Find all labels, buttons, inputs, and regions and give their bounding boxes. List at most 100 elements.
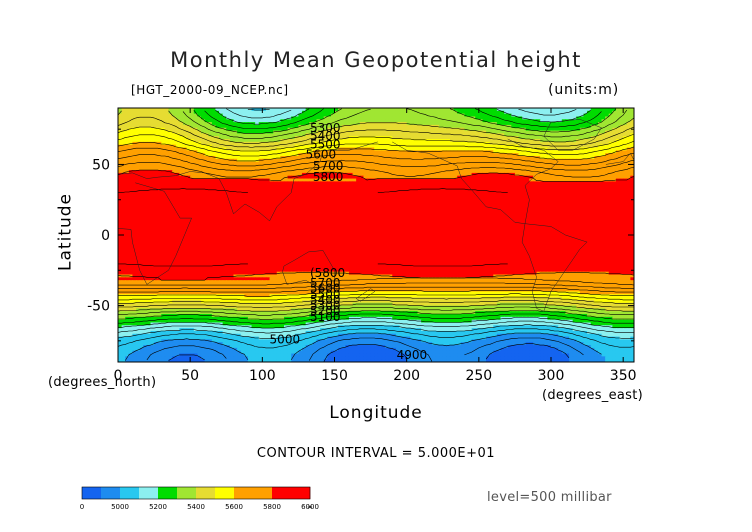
field-cell (164, 133, 170, 137)
field-cell (128, 201, 134, 205)
field-cell (338, 144, 343, 149)
field-cell (251, 170, 256, 174)
field-cell (493, 187, 498, 191)
field-cell (118, 119, 123, 123)
field-cell (558, 116, 563, 120)
field-cell (291, 195, 296, 199)
field-cell (154, 170, 159, 174)
field-cell (561, 195, 567, 199)
field-cell (298, 189, 303, 194)
field-cell (312, 158, 318, 163)
field-cell (323, 150, 328, 154)
field-cell (554, 195, 559, 199)
field-cell (200, 133, 206, 137)
field-cell (410, 170, 415, 174)
field-cell (244, 150, 249, 154)
field-cell (439, 201, 444, 205)
field-cell (457, 133, 462, 137)
field-cell (143, 113, 148, 118)
field-cell (612, 198, 617, 202)
field-cell (543, 144, 548, 149)
field-cell (532, 136, 538, 140)
field-cell (175, 110, 180, 115)
field-cell (269, 122, 274, 126)
field-cell (478, 124, 484, 129)
field-cell (630, 201, 634, 205)
field-cell (410, 201, 415, 205)
field-cell (374, 144, 379, 149)
field-cell (359, 119, 364, 123)
field-cell (554, 189, 559, 194)
field-cell (146, 110, 152, 115)
field-cell (619, 139, 624, 143)
field-cell (283, 189, 289, 194)
field-cell (222, 198, 227, 202)
field-cell (121, 203, 126, 208)
field-cell (504, 136, 509, 140)
field-cell (240, 150, 245, 154)
field-cell (291, 141, 296, 146)
field-cell (179, 184, 184, 188)
field-cell (417, 201, 422, 205)
field-cell (258, 201, 263, 205)
field-cell (222, 141, 227, 146)
field-cell (305, 119, 310, 123)
field-cell (424, 170, 429, 174)
field-cell (514, 124, 520, 129)
field-cell (601, 139, 606, 143)
field-cell (381, 133, 386, 137)
field-cell (511, 175, 516, 180)
field-cell (276, 122, 281, 126)
field-cell (168, 144, 173, 149)
field-cell (309, 110, 314, 115)
field-cell (583, 133, 588, 137)
field-cell (251, 192, 256, 197)
field-cell (157, 178, 162, 182)
field-cell (269, 133, 274, 137)
field-cell (587, 144, 592, 149)
field-cell (399, 127, 404, 132)
field-cell (208, 203, 213, 208)
field-cell (262, 201, 267, 205)
field-cell (139, 136, 144, 140)
field-cell (168, 195, 173, 199)
field-cell (478, 136, 484, 140)
field-cell (338, 139, 343, 143)
field-cell (547, 155, 552, 160)
field-cell (525, 153, 530, 157)
field-cell (269, 198, 274, 202)
field-cell (608, 170, 613, 174)
field-cell (323, 198, 328, 202)
field-cell (529, 172, 534, 177)
field-cell (298, 133, 303, 137)
field-cell (341, 141, 346, 146)
field-cell (457, 192, 462, 197)
field-cell (471, 161, 476, 166)
field-cell (623, 189, 628, 194)
field-cell (193, 198, 198, 202)
field-cell (532, 150, 538, 154)
field-cell (399, 122, 404, 126)
field-cell (630, 178, 634, 182)
field-cell (172, 113, 177, 118)
field-cell (410, 172, 415, 177)
field-cell (298, 116, 303, 120)
field-cell (323, 153, 328, 157)
field-cell (561, 133, 567, 137)
field-cell (316, 161, 321, 166)
field-cell (309, 153, 314, 157)
field-cell (457, 153, 462, 157)
field-cell (615, 167, 621, 171)
field-cell (320, 184, 325, 188)
field-cell (132, 164, 137, 168)
field-cell (219, 113, 224, 118)
field-cell (240, 141, 245, 146)
field-cell (168, 139, 173, 143)
field-cell (298, 161, 303, 166)
field-cell (431, 108, 437, 112)
field-cell (247, 136, 253, 140)
field-cell (522, 155, 527, 160)
field-cell (442, 195, 447, 199)
field-cell (348, 116, 354, 120)
field-cell (316, 116, 321, 120)
